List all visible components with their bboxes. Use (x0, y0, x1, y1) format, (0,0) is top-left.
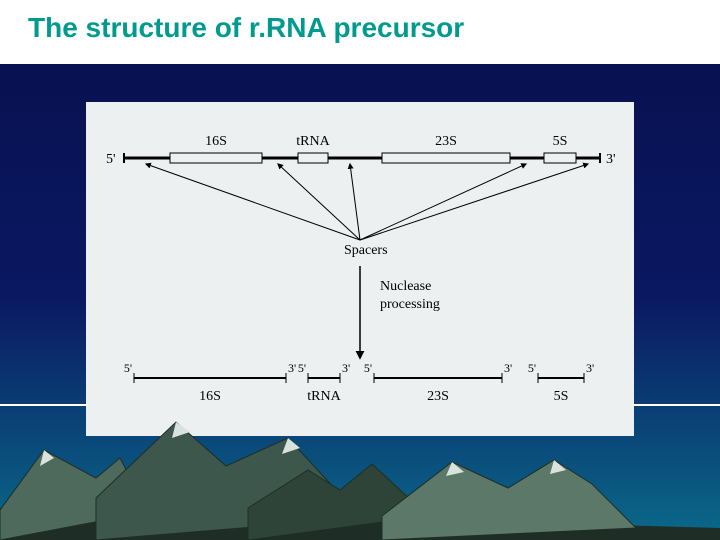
processing-label-1: Nuclease (380, 279, 431, 294)
product-5S-3prime: 3' (586, 361, 594, 375)
product-16S-3prime: 3' (288, 361, 296, 375)
precursor-box-tRNA (298, 153, 328, 163)
product-label-16S: 16S (199, 389, 221, 404)
diagram-panel: 5'3'16StRNA23S5SSpacersNucleaseprocessin… (86, 102, 634, 436)
product-label-5S: 5S (554, 389, 569, 404)
mountain-3 (382, 460, 636, 540)
spacers-label: Spacers (344, 243, 388, 258)
mountain-highlight-3 (446, 462, 464, 476)
diagram-svg: 5'3'16StRNA23S5SSpacersNucleaseprocessin… (86, 102, 634, 436)
processing-label-2: processing (380, 297, 440, 312)
mountain-highlight-4 (550, 460, 566, 474)
title-bar: The structure of r.RNA precursor (0, 0, 720, 64)
precursor-box-5S (544, 153, 576, 163)
product-23S-3prime: 3' (504, 361, 512, 375)
ground (0, 508, 720, 540)
product-5S-5prime: 5' (528, 361, 536, 375)
mountain-highlight-0 (40, 450, 54, 466)
mountain-0 (0, 450, 148, 540)
precursor-box-23S (382, 153, 510, 163)
mountain-highlight-2 (282, 438, 300, 454)
slide: The structure of r.RNA precursor 5'3'16S… (0, 0, 720, 540)
precursor-label-tRNA: tRNA (296, 134, 330, 149)
product-label-tRNA: tRNA (307, 389, 341, 404)
precursor-label-16S: 16S (205, 134, 227, 149)
slide-title: The structure of r.RNA precursor (28, 12, 464, 44)
product-16S-5prime: 5' (124, 361, 132, 375)
mountain-1 (96, 422, 362, 540)
mountain-2 (248, 464, 428, 540)
precursor-label-23S: 23S (435, 134, 457, 149)
precursor-box-16S (170, 153, 262, 163)
product-tRNA-5prime: 5' (298, 361, 306, 375)
product-tRNA-3prime: 3' (342, 361, 350, 375)
product-23S-5prime: 5' (364, 361, 372, 375)
precursor-5prime-label: 5' (106, 152, 116, 167)
precursor-3prime-label: 3' (606, 152, 616, 167)
precursor-label-5S: 5S (553, 134, 568, 149)
product-label-23S: 23S (427, 389, 449, 404)
